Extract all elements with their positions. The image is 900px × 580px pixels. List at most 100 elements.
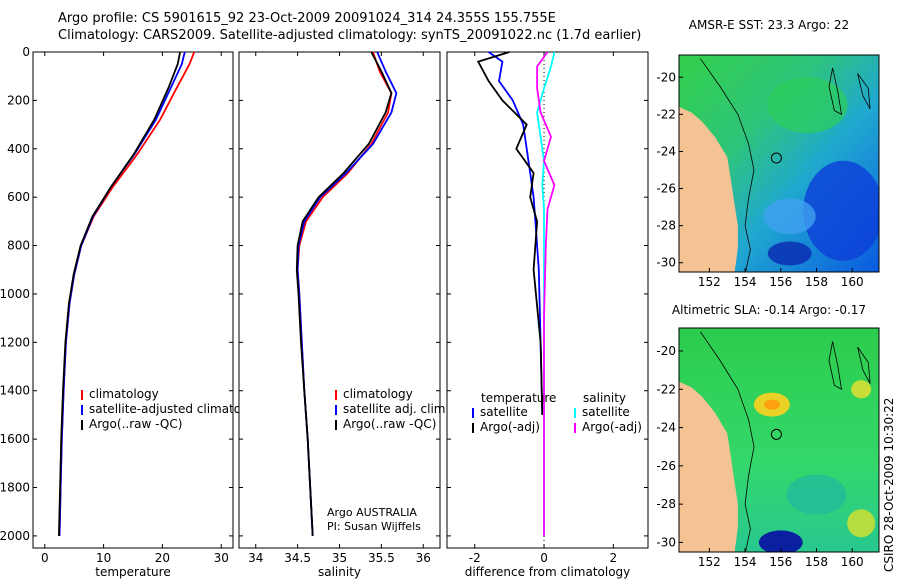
x-axis-label: difference from climatology [465, 565, 631, 579]
x-tick-label: 30 [214, 551, 229, 565]
field-blob [803, 160, 879, 261]
timestamp-label: CSIRO 28-Oct-2009 10:30:22 [882, 398, 896, 572]
x-tick-label: 35.5 [368, 551, 395, 565]
x-tick-label: 158 [805, 275, 828, 289]
y-tick-label: 1400 [0, 384, 30, 398]
field-blob [847, 509, 876, 538]
land-mass [679, 381, 738, 552]
map-field [679, 55, 879, 272]
reef-contour [828, 67, 843, 116]
legend-label: Argo(-adj) [480, 420, 540, 434]
x-tick-label: 158 [805, 555, 828, 569]
legend-title: temperature [481, 391, 556, 405]
legend-label: satellite adj. clim. [343, 402, 449, 416]
map-frame [678, 54, 880, 273]
temperature-profile: 0 10 20 30 0 200 400 600 800 1000 1200 1400 1600 1800… [0, 45, 267, 579]
annotation-text: Argo AUSTRALIA [327, 506, 417, 519]
x-tick-label: 160 [841, 275, 864, 289]
legend-label: Argo(-adj) [582, 420, 642, 434]
y-tick-label: -24 [656, 144, 676, 158]
x-tick-label: 154 [734, 555, 757, 569]
depth-contour [700, 331, 755, 552]
y-tick-label: -30 [656, 256, 676, 270]
x-tick-label: 0 [41, 551, 49, 565]
reef-contour [857, 73, 871, 109]
reef-contour [828, 341, 843, 391]
field-blob [767, 77, 848, 134]
x-tick-label: -2 [469, 551, 481, 565]
map-title: AMSR-E SST: 23.3 Argo: 22 [689, 18, 849, 32]
chart-title-line2: Climatology: CARS2009. Satellite-adjuste… [58, 28, 642, 43]
y-tick-label: -30 [656, 535, 676, 549]
field-blob [763, 399, 780, 410]
field-blob [763, 198, 816, 235]
y-tick-label: 600 [7, 190, 30, 204]
x-tick-label: 35 [332, 551, 347, 565]
field-blob [851, 380, 872, 399]
legend-label: climatology [343, 387, 413, 401]
x-tick-label: 160 [841, 555, 864, 569]
plot-frame [238, 51, 441, 549]
y-tick-label: 400 [7, 142, 30, 156]
y-tick-label: 1800 [0, 481, 30, 495]
x-tick-label: 156 [769, 555, 792, 569]
plot-frame [32, 51, 234, 549]
y-tick-label: 1600 [0, 432, 30, 446]
series-line-temperature-argo-adj- [476, 51, 544, 415]
y-tick-label: -24 [656, 421, 676, 435]
legend-label: climatology [89, 387, 159, 401]
x-tick-label: 20 [155, 551, 170, 565]
field-blob [786, 474, 847, 515]
annotation-text: PI: Susan Wijffels [327, 520, 421, 533]
argo-position-marker [770, 428, 782, 440]
legend-label: satellite [582, 405, 630, 419]
y-tick-label: -20 [656, 70, 676, 84]
chart-title-line1: Argo profile: CS 5901615_92 23-Oct-2009 … [58, 11, 556, 26]
map-frame [678, 327, 880, 553]
y-tick-label: 1000 [0, 287, 30, 301]
series-line-temperature-satellite [488, 51, 544, 415]
x-tick-label: 152 [698, 555, 721, 569]
x-tick-label: 0 [540, 551, 548, 565]
field-blob [767, 241, 812, 266]
x-tick-label: 34 [248, 551, 263, 565]
x-tick-label: 156 [769, 275, 792, 289]
x-tick-label: 154 [734, 275, 757, 289]
legend-label: satellite [480, 405, 528, 419]
y-tick-label: -22 [656, 107, 676, 121]
y-tick-label: 1200 [0, 335, 30, 349]
x-tick-label: 36 [416, 551, 431, 565]
land-mass [679, 106, 738, 272]
legend-title: salinity [583, 391, 626, 405]
map-title: Altimetric SLA: -0.14 Argo: -0.17 [672, 303, 866, 317]
y-tick-label: -20 [656, 344, 676, 358]
salinity-profile: 34 34.5 35 35.5 36 salinity climatologysatelli… [238, 51, 449, 579]
legend-label: Argo(..raw -QC) [343, 417, 436, 431]
legend-label: satellite-adjusted climatology [89, 402, 267, 416]
y-tick-label: 0 [22, 45, 30, 59]
x-tick-label: 2 [610, 551, 618, 565]
x-axis-label: salinity [318, 565, 361, 579]
sst-map: AMSR-E SST: 23.3 Argo: 22 152 154 156 158 160… [656, 18, 880, 289]
map-field [679, 328, 879, 552]
series-line-argo-raw-qc- [58, 51, 181, 536]
x-axis-label: temperature [95, 565, 170, 579]
series-line-argo-raw-qc- [295, 51, 393, 536]
x-tick-label: 34.5 [284, 551, 311, 565]
plot-frame [446, 51, 649, 549]
sla-map: Altimetric SLA: -0.14 Argo: -0.17 152 154 1… [656, 303, 880, 569]
depth-contour [700, 58, 755, 272]
y-tick-label: -26 [656, 182, 676, 196]
y-tick-label: -22 [656, 382, 676, 396]
y-tick-label: 2000 [0, 529, 30, 543]
y-tick-label: -28 [656, 219, 676, 233]
reef-contour [857, 346, 871, 384]
y-tick-label: 800 [7, 239, 30, 253]
x-tick-label: 152 [698, 275, 721, 289]
series-line-salinity-argo-adj- [536, 51, 556, 536]
y-tick-label: -28 [656, 497, 676, 511]
y-tick-label: -26 [656, 459, 676, 473]
x-tick-label: 10 [96, 551, 111, 565]
